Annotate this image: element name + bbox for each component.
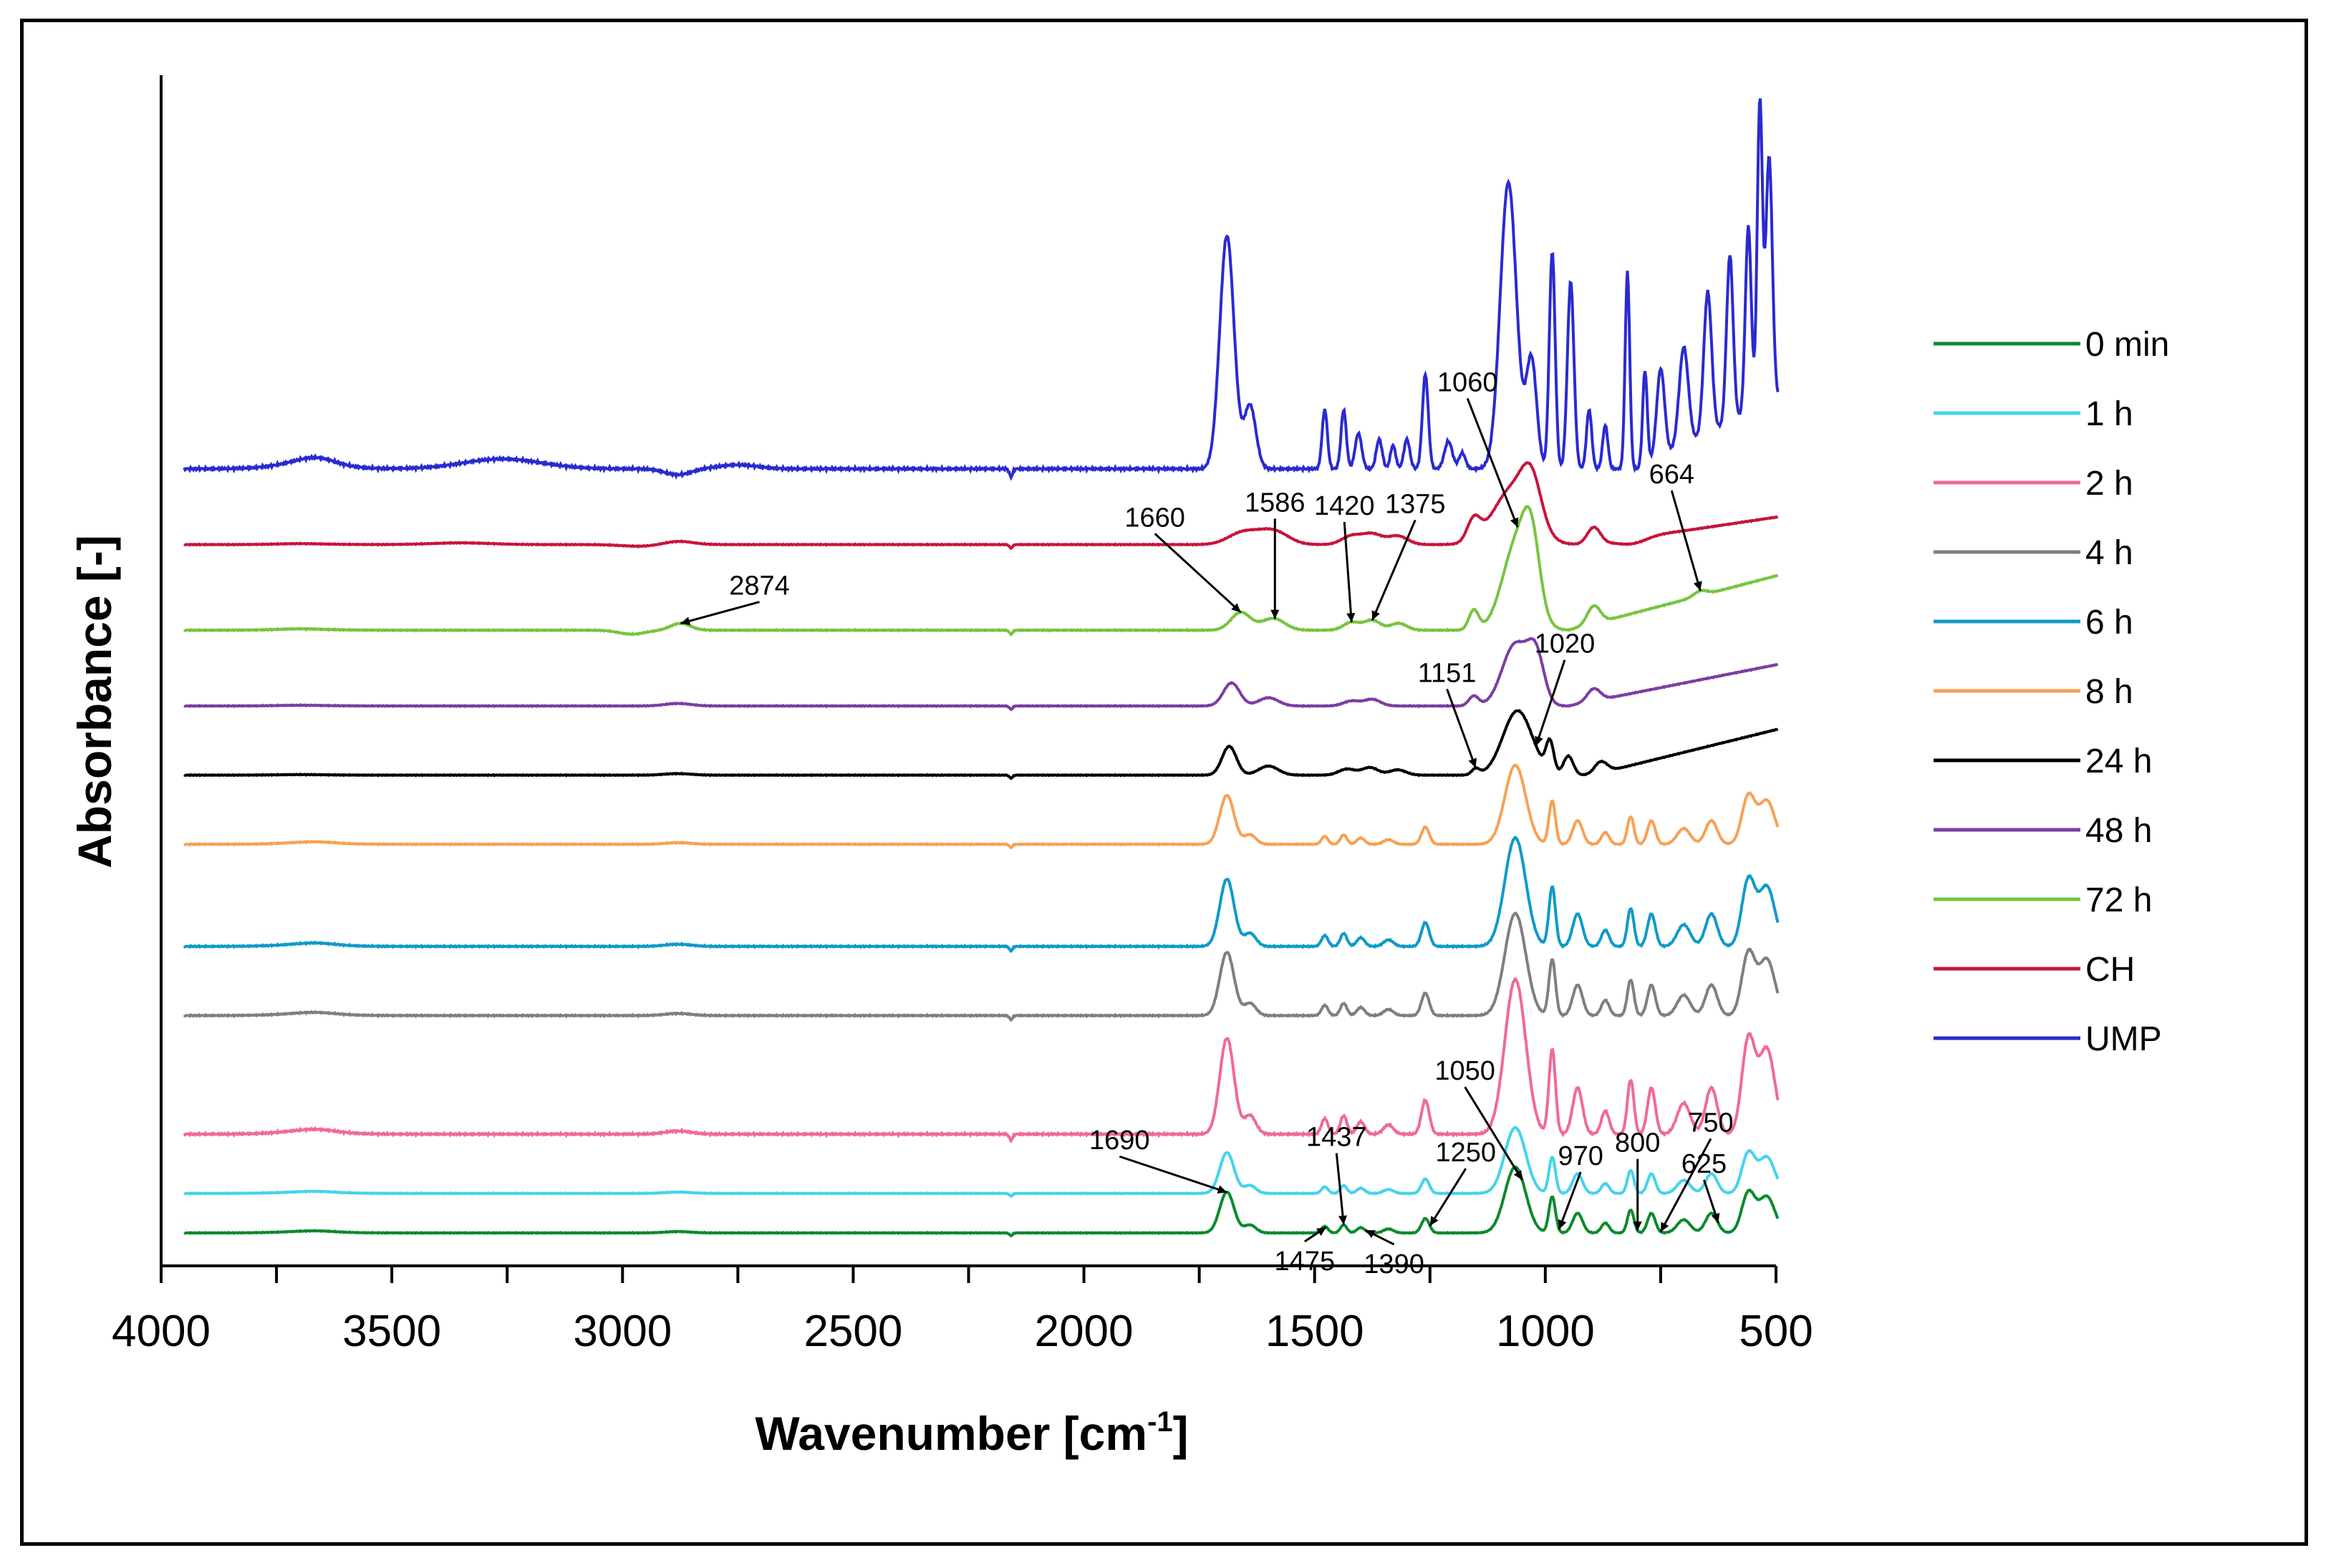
annotation-arrowhead-1020 bbox=[1535, 735, 1543, 746]
axes bbox=[160, 75, 1776, 1267]
annotation-label-1660: 1660 bbox=[1124, 503, 1185, 533]
series-line-24-h bbox=[183, 709, 1779, 780]
annotation-arrowhead-625 bbox=[1711, 1212, 1720, 1223]
annotation-arrowhead-750 bbox=[1660, 1221, 1669, 1232]
series-line-0-min bbox=[183, 1165, 1780, 1238]
annotation-label-1250: 1250 bbox=[1436, 1138, 1497, 1168]
x-tick-label-3500: 3500 bbox=[342, 1307, 441, 1356]
annotation-arrowhead-1586 bbox=[1270, 609, 1280, 619]
legend-label-2-h: 2 h bbox=[2085, 465, 2133, 503]
annotation-label-625: 625 bbox=[1681, 1149, 1727, 1179]
annotation-label-970: 970 bbox=[1558, 1141, 1603, 1171]
annotation-label-1020: 1020 bbox=[1535, 629, 1596, 659]
legend-label-6-h: 6 h bbox=[2085, 604, 2133, 642]
annotation-arrow-750 bbox=[1659, 1138, 1712, 1233]
x-tick-label-3000: 3000 bbox=[573, 1307, 672, 1356]
x-axis-title: Wavenumber [cm-1] bbox=[755, 1406, 1188, 1460]
annotation-arrowhead-1420 bbox=[1346, 612, 1356, 622]
x-tick-label-1500: 1500 bbox=[1265, 1307, 1364, 1356]
annotation-arrow-1050 bbox=[1464, 1086, 1523, 1181]
annotation-label-1151: 1151 bbox=[1418, 658, 1477, 688]
series-line-4-h bbox=[183, 911, 1780, 1022]
x-ticks: 4000 3500 3000 2500 2000 1500 1000 500 bbox=[112, 1266, 1813, 1356]
annotation-arrowhead-664 bbox=[1694, 581, 1702, 591]
annotation-arrow-1660 bbox=[1154, 533, 1242, 614]
x-tick-label-2000: 2000 bbox=[1035, 1307, 1134, 1356]
annotation-arrowhead-1690 bbox=[1217, 1185, 1227, 1194]
annotation-arrow-1250 bbox=[1429, 1168, 1467, 1226]
series-line-2-h bbox=[183, 977, 1780, 1144]
annotation-label-1690: 1690 bbox=[1089, 1126, 1150, 1156]
x-tick-label-4000: 4000 bbox=[112, 1307, 211, 1356]
x-tick-label-500: 500 bbox=[1739, 1307, 1813, 1356]
annotation-arrowhead-1060 bbox=[1510, 517, 1519, 528]
annotation-arrowhead-2874 bbox=[680, 616, 691, 626]
legend-label-4-h: 4 h bbox=[2085, 534, 2133, 572]
series-line-48-h bbox=[183, 637, 1779, 712]
series-line-72-h bbox=[183, 505, 1779, 637]
annotation-arrow-2874 bbox=[680, 601, 760, 625]
annotation-arrow-1420 bbox=[1343, 521, 1353, 623]
annotation-arrowhead-970 bbox=[1558, 1219, 1567, 1229]
annotation-arrowhead-1050 bbox=[1513, 1170, 1522, 1181]
annotation-arrowhead-1375 bbox=[1371, 610, 1380, 621]
y-axis-title: Absorbance [-] bbox=[68, 535, 121, 868]
figure-frame bbox=[20, 19, 2308, 1546]
annotation-arrow-1060 bbox=[1466, 397, 1519, 528]
annotation-arrow-970 bbox=[1558, 1171, 1582, 1230]
annotation-arrowhead-1437 bbox=[1338, 1215, 1348, 1225]
legend-label-UMP: UMP bbox=[2085, 1020, 2162, 1058]
annotation-label-750: 750 bbox=[1688, 1108, 1733, 1138]
annotation-arrow-664 bbox=[1670, 490, 1702, 591]
legend-label-CH: CH bbox=[2085, 951, 2135, 989]
annotation-label-1390: 1390 bbox=[1364, 1249, 1424, 1279]
annotation-label-1050: 1050 bbox=[1434, 1056, 1495, 1086]
series-line-6-h bbox=[183, 836, 1780, 954]
annotation-label-664: 664 bbox=[1649, 460, 1694, 490]
annotation-label-1475: 1475 bbox=[1275, 1247, 1336, 1277]
annotation-label-2874: 2874 bbox=[729, 571, 790, 601]
series-line-1-h bbox=[183, 1126, 1780, 1199]
series-lines bbox=[183, 98, 1780, 1238]
annotation-arrow-1151 bbox=[1446, 688, 1477, 768]
annotation-arrow-1690 bbox=[1119, 1155, 1227, 1194]
legend-label-8-h: 8 h bbox=[2085, 673, 2133, 711]
legend-label-72-h: 72 h bbox=[2085, 881, 2152, 919]
annotation-arrow-1020 bbox=[1535, 659, 1566, 747]
annotation-arrowhead-1475 bbox=[1316, 1227, 1326, 1237]
legend-label-1-h: 1 h bbox=[2085, 395, 2133, 433]
peak-annotations: 1690 1475 1437 1390 1250 1050 970 800 750 625 1151… bbox=[680, 367, 1734, 1279]
legend-label-48-h: 48 h bbox=[2085, 812, 2152, 850]
annotation-label-1060: 1060 bbox=[1437, 367, 1498, 397]
annotation-label-1420: 1420 bbox=[1314, 491, 1375, 521]
annotation-arrowhead-1250 bbox=[1429, 1216, 1439, 1226]
series-line-UMP bbox=[183, 98, 1780, 481]
legend-label-24-h: 24 h bbox=[2085, 742, 2152, 780]
annotation-arrow-1375 bbox=[1371, 519, 1417, 621]
annotation-arrowhead-1660 bbox=[1231, 603, 1241, 613]
legend: 0 min 1 h 2 h 4 h 6 h 8 h 24 h 48 h 72 h CH UMP bbox=[1934, 326, 2169, 1058]
legend-label-0-min: 0 min bbox=[2085, 326, 2169, 364]
annotation-label-1375: 1375 bbox=[1385, 489, 1446, 519]
annotation-label-1437: 1437 bbox=[1306, 1123, 1367, 1153]
annotation-label-1586: 1586 bbox=[1245, 488, 1306, 518]
series-line-8-h bbox=[183, 763, 1780, 850]
x-tick-label-1000: 1000 bbox=[1496, 1307, 1595, 1356]
x-tick-label-2500: 2500 bbox=[803, 1307, 902, 1356]
annotation-arrowhead-800 bbox=[1633, 1221, 1642, 1231]
annotation-arrowhead-1390 bbox=[1365, 1230, 1376, 1239]
annotation-arrow-1437 bbox=[1335, 1153, 1345, 1225]
annotation-label-800: 800 bbox=[1615, 1128, 1660, 1158]
annotation-arrowhead-1151 bbox=[1468, 758, 1477, 768]
series-line-CH bbox=[183, 461, 1779, 551]
